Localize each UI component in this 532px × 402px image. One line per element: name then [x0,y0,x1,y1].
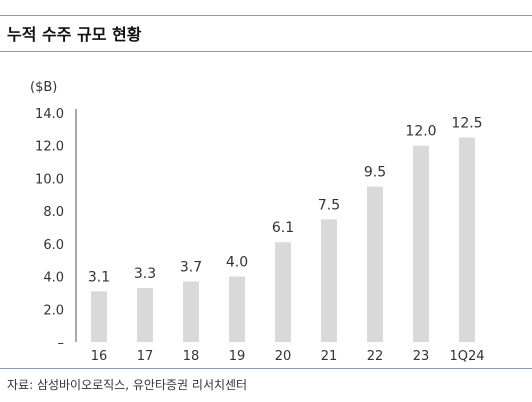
bar [137,288,153,342]
x-tick-label: 19 [229,349,246,364]
bar [91,291,107,342]
chart-title: 누적 수주 규모 현황 [7,25,142,44]
data-label: 3.7 [180,259,202,275]
bar [321,219,337,342]
data-label: 7.5 [318,197,340,213]
x-tick-label: 16 [91,349,108,364]
y-unit-label: ($B) [30,80,57,95]
x-tick-label: 1Q24 [449,349,484,364]
data-label: 12.5 [451,116,482,132]
bar [229,276,245,342]
y-tick-label: 10.0 [35,172,64,187]
x-tick-label: 22 [367,349,384,364]
y-tick-label: 8.0 [43,205,64,220]
y-tick-label: 6.0 [43,238,64,253]
bar [459,137,475,342]
bar [275,242,291,342]
y-tick-label: 2.0 [43,303,64,318]
data-label: 12.0 [405,124,436,140]
top-rule [0,15,532,16]
source-note: 자료: 삼성바이오로직스, 유안타증권 리서치센터 [7,378,248,392]
x-tick-label: 23 [413,349,430,364]
x-tick-label: 18 [183,349,200,364]
y-tick-label: – [58,336,65,351]
bar [183,281,199,342]
data-label: 6.1 [272,220,294,236]
x-tick-label: 20 [275,349,292,364]
data-label: 9.5 [364,165,386,181]
y-tick-label: 12.0 [35,140,64,155]
data-label: 3.1 [88,269,110,285]
x-tick-label: 17 [137,349,154,364]
data-label: 4.0 [226,255,248,271]
bottom-rule [0,368,532,369]
y-tick-label: 14.0 [35,107,64,122]
x-tick-label: 21 [321,349,338,364]
y-tick-label: 4.0 [43,271,64,286]
bar [413,145,429,342]
title-rule [0,51,532,52]
data-label: 3.3 [134,266,156,282]
bar [367,186,383,342]
